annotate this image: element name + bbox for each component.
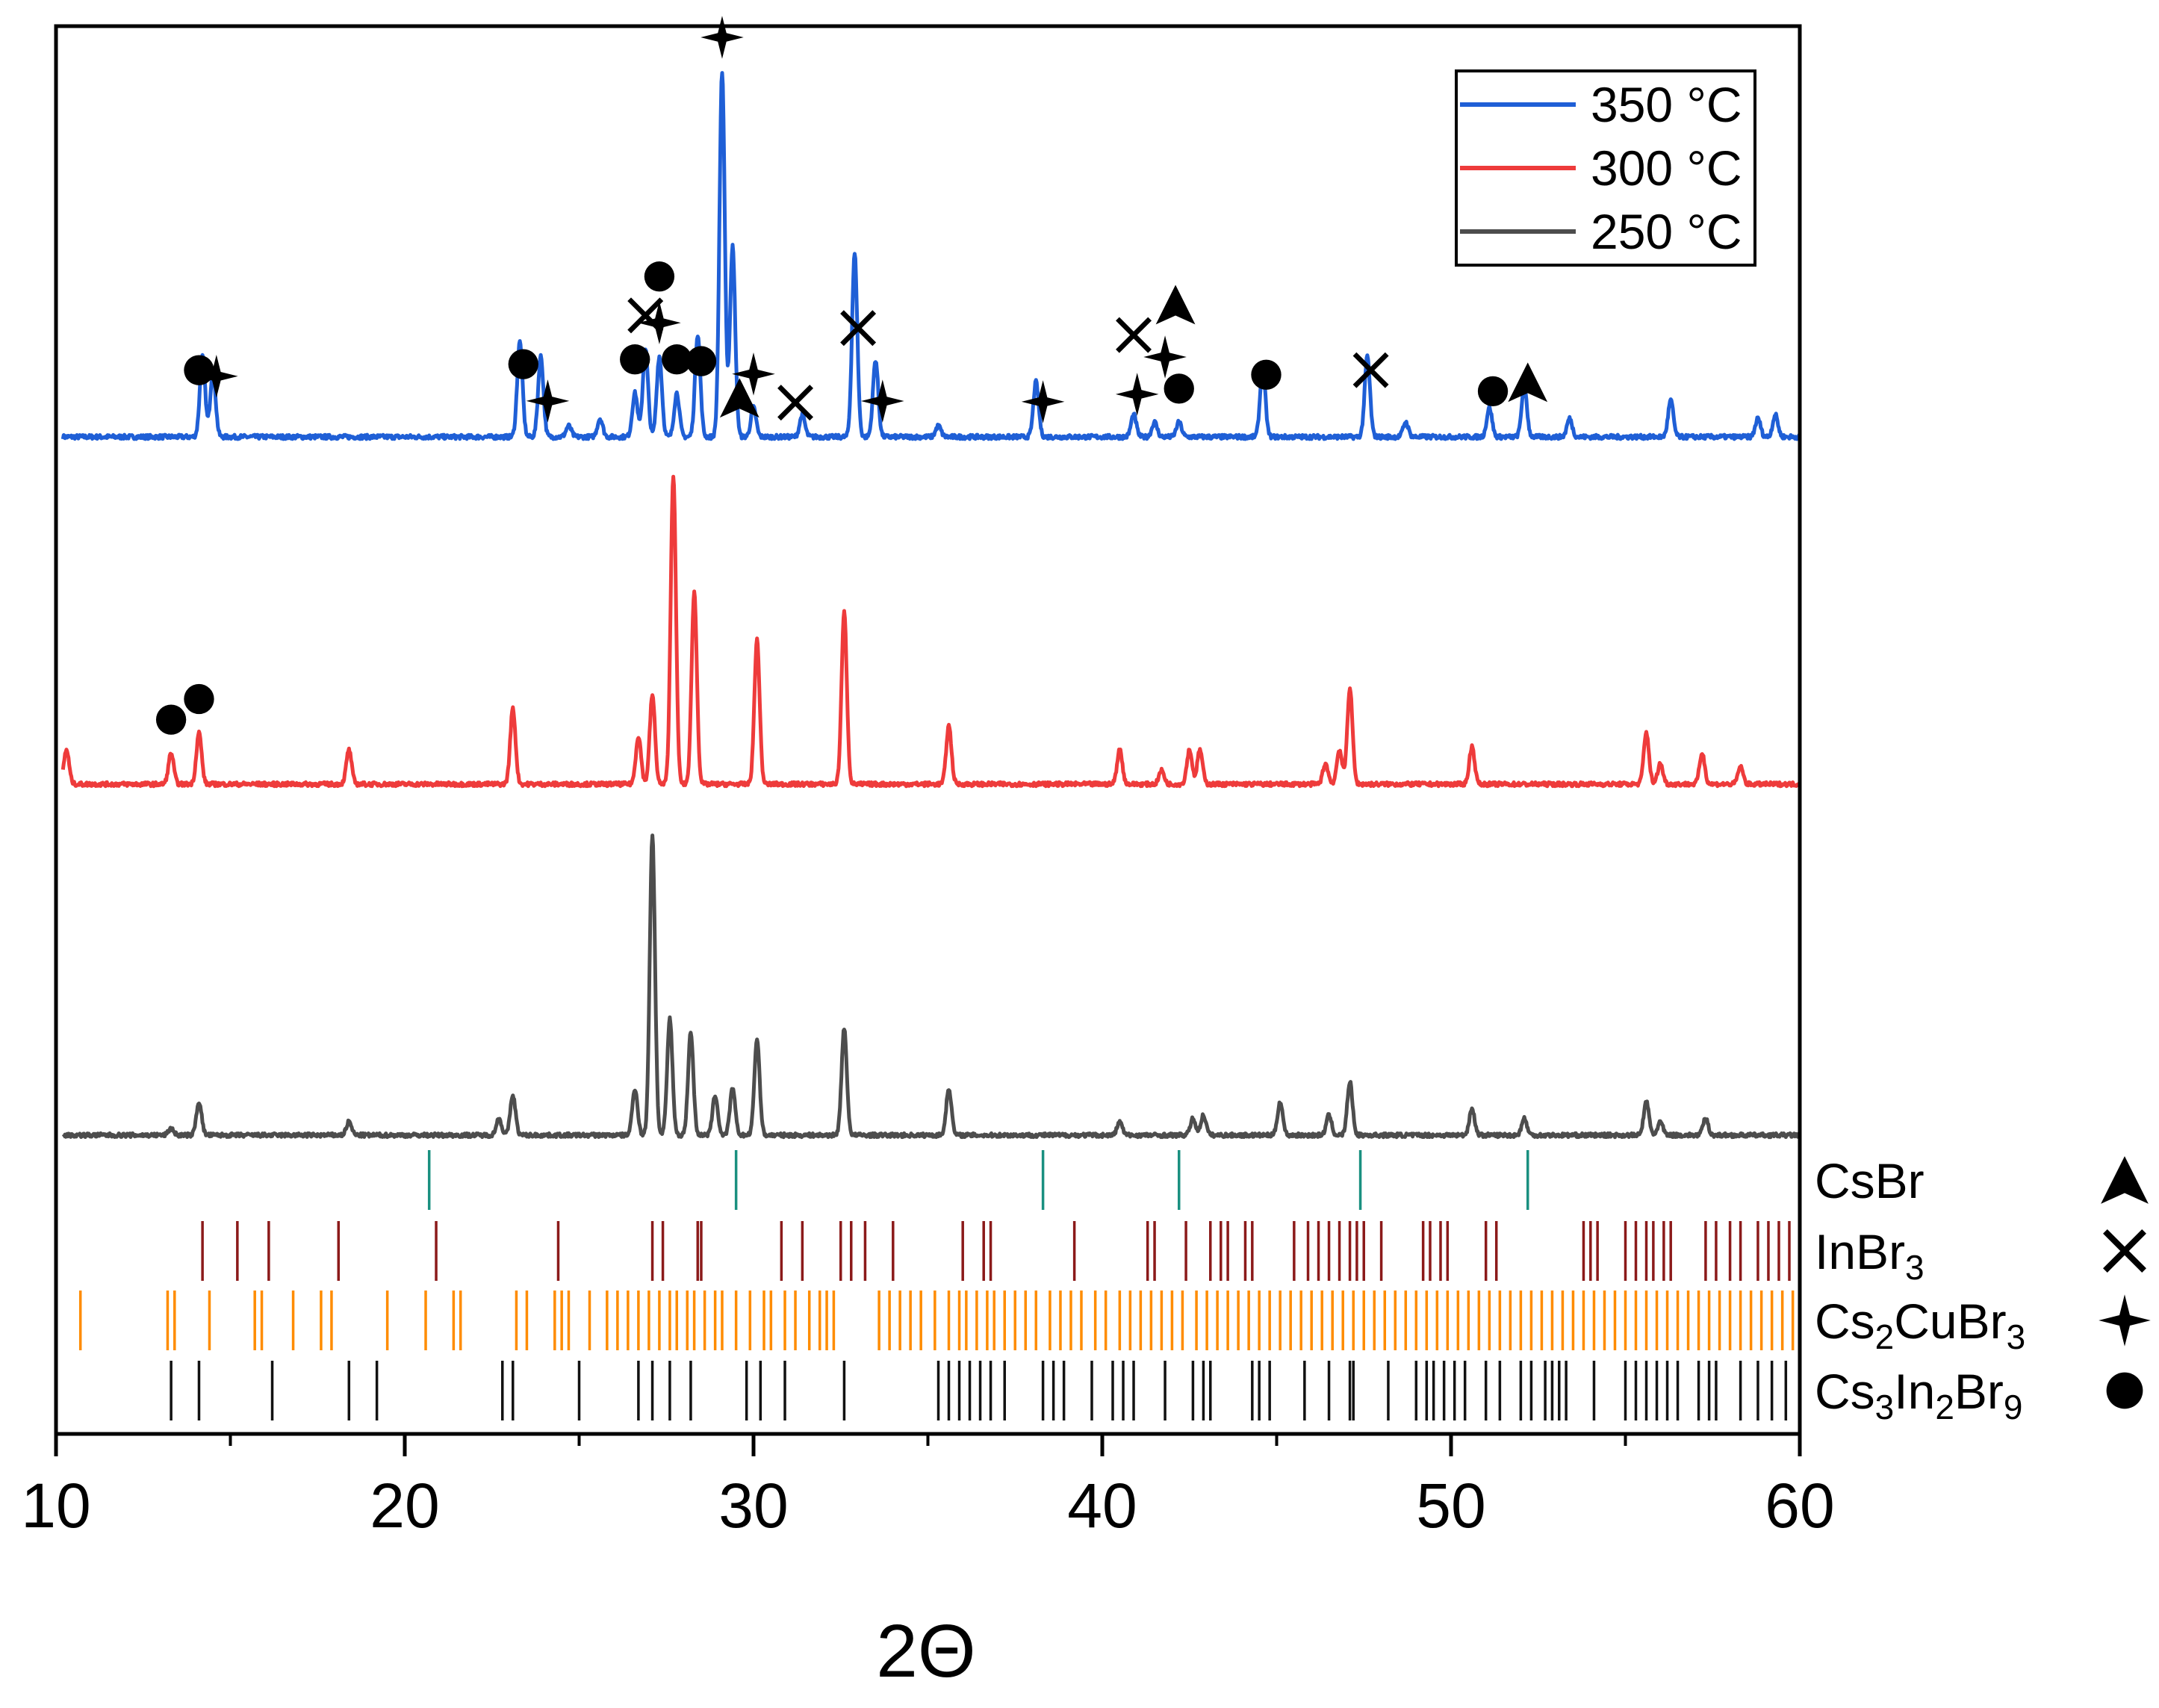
phase-label-CsBr: CsBr <box>1815 1153 1925 1208</box>
marker-Cs3In2Br9-0 <box>155 704 187 735</box>
x-tick-label-30: 30 <box>718 1471 788 1541</box>
marker-Cs3In2Br9-2 <box>508 349 538 379</box>
marker-Cs3In2Br9-24 <box>1477 376 1509 407</box>
x-tick-label-10: 10 <box>21 1471 90 1541</box>
marker-Cs2CuBr3-17 <box>1115 373 1159 416</box>
marker-Cs3In2Br9-22 <box>1251 359 1282 390</box>
marker-Cs2CuBr3-16 <box>1021 380 1065 423</box>
phase-symbol-InBr3 <box>2103 1229 2146 1273</box>
x-tick-label-50: 50 <box>1416 1471 1485 1541</box>
marker-InBr3-14 <box>840 310 877 347</box>
legend-label-2: 250 °C <box>1591 204 1742 259</box>
marker-Cs2CuBr3-15 <box>860 379 904 423</box>
marker-Cs2CuBr3-1 <box>195 354 238 398</box>
marker-Cs2CuBr3-6 <box>638 301 681 344</box>
marker-Cs3In2Br9-0 <box>184 355 214 385</box>
marker-Cs3In2Br9-1 <box>184 683 214 715</box>
legend-label-1: 300 °C <box>1591 140 1742 196</box>
marker-InBr3-13 <box>777 385 814 421</box>
phase-symbol-CsBr <box>2101 1156 2149 1204</box>
phase-markers <box>155 16 1548 735</box>
marker-InBr3-18 <box>1116 317 1152 353</box>
phase-label-Cs3In2Br9: Cs3In2Br9 <box>1815 1364 2023 1426</box>
x-tick-label-60: 60 <box>1765 1471 1834 1541</box>
phase-label-InBr3: InBr3 <box>1815 1224 1925 1287</box>
phase-label-Cs2CuBr3: Cs2CuBr3 <box>1815 1294 2025 1356</box>
marker-Cs3In2Br9-8 <box>662 344 692 375</box>
marker-Cs3In2Br9-4 <box>620 344 650 375</box>
x-tick-label-20: 20 <box>370 1471 439 1541</box>
trace-0 <box>60 71 1801 441</box>
marker-CsBr-11 <box>719 378 759 418</box>
phase-symbol-Cs2CuBr3 <box>2099 1294 2151 1347</box>
trace-1 <box>60 474 1802 789</box>
x-axis: 2Θ 10 20 30 40 50 60 <box>21 1434 1835 1693</box>
marker-Cs3In2Br9-19 <box>1164 373 1194 404</box>
marker-Cs2CuBr3-20 <box>1143 335 1187 379</box>
x-tick-label-40: 40 <box>1067 1471 1137 1541</box>
legend: 350 °C 300 °C 250 °C <box>1455 69 1756 267</box>
marker-InBr3-23 <box>1352 352 1389 388</box>
reference-patterns: CsBr InBr3 Cs2CuBr3 Cs3In2Br9 <box>78 1150 2151 1426</box>
marker-CsBr-21 <box>1155 285 1196 325</box>
marker-Cs3In2Br9-9 <box>686 346 717 376</box>
legend-label-0: 350 °C <box>1591 77 1742 132</box>
marker-Cs2CuBr3-3 <box>526 379 570 423</box>
marker-Cs2CuBr3-10 <box>700 16 744 59</box>
diffraction-traces <box>60 71 1802 1140</box>
trace-2 <box>61 833 1802 1140</box>
phase-symbol-Cs3In2Br9 <box>2106 1372 2143 1409</box>
marker-Cs3In2Br9-7 <box>644 261 675 292</box>
marker-Cs2CuBr3-12 <box>732 353 775 396</box>
x-axis-title: 2Θ <box>876 1609 975 1693</box>
marker-CsBr-25 <box>1508 362 1548 403</box>
